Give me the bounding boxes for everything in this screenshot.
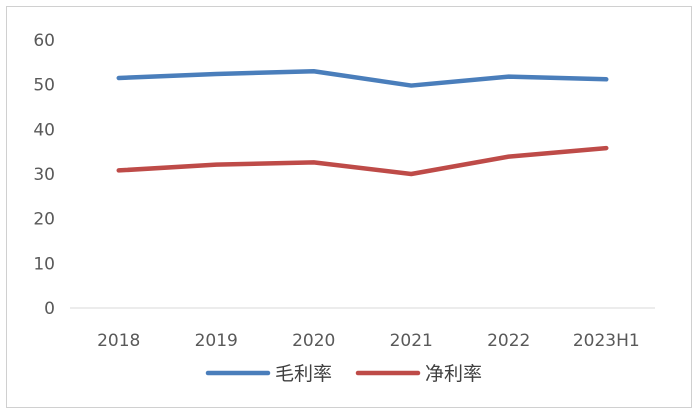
y-tick-label: 30 [33,165,55,185]
legend: 毛利率 净利率 [205,363,482,385]
y-tick-label: 50 [33,76,55,96]
x-tick-label: 2022 [487,331,530,351]
legend-label-0: 毛利率 [275,363,332,385]
x-tick-label: 2019 [195,331,238,351]
x-axis-tick-labels: 2018 2019 2020 2021 2022 2023H1 [97,331,640,351]
y-axis-tick-labels: 0 10 20 30 40 50 60 [33,31,55,319]
y-tick-label: 0 [44,299,55,319]
series-line-0 [116,69,609,88]
x-tick-label: 2018 [97,331,140,351]
x-tick-label: 2020 [292,331,335,351]
y-tick-label: 40 [33,120,55,140]
series-lines [116,69,609,177]
chart-frame [6,6,692,408]
series-line-1 [116,145,609,177]
legend-label-1: 净利率 [425,363,482,385]
x-tick-label: 2023H1 [573,331,640,351]
y-tick-label: 60 [33,31,55,51]
y-tick-label: 10 [33,254,55,274]
y-tick-label: 20 [33,210,55,230]
x-tick-label: 2021 [390,331,433,351]
